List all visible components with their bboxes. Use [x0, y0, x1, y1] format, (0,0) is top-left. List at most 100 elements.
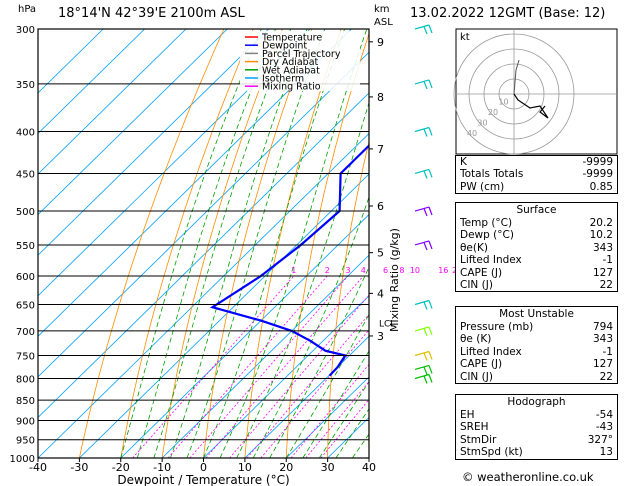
km-tick-label: 5	[377, 247, 384, 260]
dry-adiabat-line	[161, 29, 283, 458]
row-value: 22	[599, 278, 613, 291]
mixing-ratio-line	[132, 275, 295, 458]
row-value: 13	[599, 446, 613, 459]
datetime-header: 13.02.2022 12GMT (Base: 12)	[410, 6, 606, 21]
wet-adiabat-line	[219, 29, 368, 458]
pressure-tick-label: 950	[16, 436, 35, 447]
pw-row: PW (cm) 0.85	[456, 181, 617, 193]
isotherm-line	[38, 92, 369, 418]
mixing-ratio-label: 1	[291, 266, 296, 275]
pressure-tick-label: 1000	[10, 454, 35, 465]
pressure-tick-label: 450	[16, 169, 35, 180]
row-label: CIN (J)	[460, 278, 493, 291]
surface-table: Surface Temp (°C) 20.2 Dewp (°C) 10.2 θe(K) 3…	[455, 202, 618, 293]
pressure-tick-label: 900	[16, 416, 35, 427]
dry-adiabat-line	[120, 29, 254, 458]
mixing-ratio-label: 3	[345, 266, 350, 275]
credit-text: © weatheronline.co.uk	[462, 470, 594, 484]
row-label: Pressure (mb)	[460, 321, 534, 333]
pw-label: PW (cm)	[460, 180, 505, 193]
wind-barb	[414, 168, 433, 179]
surface-row: Temp (°C) 20.2	[456, 217, 617, 229]
barb-flag	[428, 169, 433, 178]
barb-flag	[423, 81, 428, 90]
barb-flag	[423, 301, 428, 310]
x-axis-label: Dewpoint / Temperature (°C)	[117, 473, 289, 486]
isotherm-line	[161, 254, 369, 458]
row-label: SREH	[460, 421, 489, 434]
pw-value: 0.85	[589, 180, 613, 193]
barb-flag	[423, 208, 428, 217]
wet-adiabat-line	[236, 101, 369, 458]
pressure-tick-label: 800	[16, 374, 35, 385]
barb-shaft	[414, 24, 430, 30]
barb-flag	[423, 128, 428, 137]
hodograph-title: Hodograph	[507, 396, 566, 408]
barb-flag	[428, 24, 433, 34]
row-value: -1	[602, 345, 613, 358]
x-tick-label: -40	[29, 461, 47, 474]
hodograph-table: Hodograph EH -54 SREH -43 StmDir 327° StmSpd (…	[455, 394, 618, 460]
km-tick-label: 3	[377, 330, 384, 343]
row-value: 343	[592, 241, 613, 254]
dry-adiabat-line	[409, 29, 459, 458]
barb-flag	[428, 351, 433, 360]
barb-flag	[428, 326, 433, 336]
row-label: Lifted Index	[460, 345, 522, 358]
hodograph-table-row: SREH -43	[456, 421, 617, 433]
wind-barb	[414, 373, 433, 384]
hodograph-table-row: StmSpd (kt) 13	[456, 446, 617, 458]
tt-value: -9999	[582, 168, 613, 181]
barb-flag	[428, 240, 433, 250]
x-tick-label: 30	[321, 461, 335, 474]
tt-row: Totals Totals -9999	[456, 168, 617, 180]
mixing-ratio-line	[229, 294, 369, 458]
dry-adiabat-line	[79, 29, 225, 458]
wind-barb	[414, 364, 433, 375]
hodograph-frame	[455, 28, 618, 155]
row-value: 327°	[587, 433, 613, 446]
pressure-tick-label: 650	[16, 301, 35, 312]
row-label: EH	[460, 409, 475, 421]
row-label: Lifted Index	[460, 254, 522, 267]
legend-entry: Temperature	[261, 33, 322, 44]
row-label: CIN (J)	[460, 370, 493, 383]
row-label: CAPE (J)	[460, 266, 503, 279]
isotherm-line	[286, 376, 369, 458]
most-unstable-row: CAPE (J) 127	[456, 358, 617, 370]
barb-flag	[423, 375, 428, 384]
hodograph-table-row: StmDir 327°	[456, 434, 617, 446]
legend-entry: Mixing Ratio	[262, 82, 321, 93]
pressure-tick-label: 600	[16, 272, 35, 283]
isotherm-line	[244, 335, 369, 458]
barb-shaft	[414, 373, 430, 380]
barb-flag	[428, 374, 433, 383]
row-value: -54	[595, 409, 613, 421]
hodograph-table-row: EH -54	[456, 409, 617, 421]
most-unstable-table: Most Unstable Pressure (mb) 794 θe (K) 343 L…	[455, 306, 618, 384]
barb-shaft	[414, 240, 430, 246]
isotherm-line	[38, 132, 369, 458]
isotherm-line	[38, 29, 269, 256]
wet-adiabat-line	[318, 380, 369, 458]
most-unstable-row: Lifted Index -1	[456, 346, 617, 358]
mixing-axis-label: Mixing Ratio (g/kg)	[388, 228, 401, 332]
row-value: 127	[592, 266, 613, 279]
wind-barb	[414, 299, 433, 310]
wet-adiabat-line	[285, 313, 369, 458]
x-tick-label: 10	[238, 461, 252, 474]
hodograph-ring-label: 30	[477, 119, 487, 128]
x-tick-label: 20	[279, 461, 293, 474]
km-tick-label: 7	[377, 143, 384, 156]
location-header: 18°14'N 42°39'E 2100m ASL	[58, 6, 245, 21]
surface-row: Dewp (°C) 10.2	[456, 229, 617, 241]
isotherm-line	[38, 29, 311, 297]
x-tick-label: -10	[153, 461, 171, 474]
isotherm-line	[203, 295, 369, 458]
wind-barb	[414, 326, 433, 337]
dry-adiabat-line	[625, 29, 629, 458]
pressure-tick-label: 750	[16, 351, 35, 362]
dry-adiabat-line	[285, 32, 369, 458]
row-label: StmDir	[460, 433, 497, 446]
